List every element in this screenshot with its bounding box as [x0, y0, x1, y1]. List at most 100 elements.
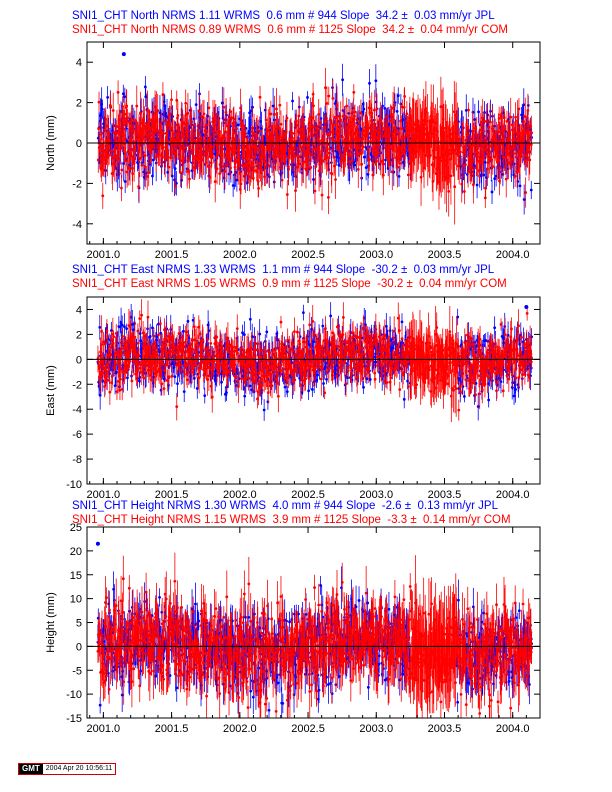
data-point [339, 118, 343, 122]
data-point [355, 118, 359, 122]
data-point [123, 159, 127, 163]
data-point [97, 100, 101, 104]
data-point [521, 144, 525, 148]
north-series-com [96, 67, 534, 225]
data-point [96, 158, 100, 162]
data-point [301, 138, 305, 142]
data-point [225, 163, 229, 167]
data-point [121, 92, 125, 96]
data-point [431, 120, 435, 124]
north-y-axis-label: North (mm) [45, 115, 57, 171]
data-point [215, 167, 219, 171]
data-point [123, 180, 127, 183]
data-point [204, 161, 208, 164]
data-point [125, 170, 129, 174]
y-tick-label: -4 [72, 219, 82, 231]
data-point [456, 121, 460, 125]
data-point [285, 193, 289, 196]
data-point [348, 160, 352, 164]
data-point [398, 153, 402, 157]
data-point [220, 380, 223, 384]
data-point [105, 124, 109, 128]
data-point [130, 323, 134, 326]
data-point [491, 127, 494, 130]
data-point [317, 112, 321, 116]
data-point [478, 128, 482, 132]
data-point [103, 161, 107, 165]
data-point [109, 105, 113, 108]
data-point [314, 165, 318, 169]
data-point [111, 171, 114, 175]
data-point [114, 167, 118, 170]
data-point [392, 148, 395, 152]
data-point [202, 112, 206, 116]
data-point [264, 161, 268, 165]
data-point [491, 165, 495, 168]
x-tick-label: 2002.5 [291, 249, 325, 261]
data-point [125, 327, 129, 331]
data-point [458, 150, 462, 154]
data-point [97, 127, 101, 131]
data-point [488, 120, 492, 124]
data-point [368, 158, 371, 161]
data-point [188, 177, 191, 181]
data-point [146, 146, 150, 150]
data-point [333, 115, 337, 119]
data-point [175, 98, 179, 102]
data-point [99, 153, 102, 156]
data-point [319, 117, 323, 120]
data-point [293, 154, 297, 158]
data-point [352, 131, 356, 135]
data-point [131, 172, 135, 176]
data-point [333, 102, 337, 105]
data-point [482, 156, 485, 160]
data-point [269, 112, 273, 116]
east-title-jpl: SNI1_CHT East NRMS 1.33 WRMS 1.1 mm # 94… [72, 264, 495, 276]
data-point [179, 171, 182, 174]
data-point [327, 94, 331, 98]
data-point [274, 150, 278, 154]
data-point [180, 159, 184, 163]
data-point [395, 109, 399, 113]
data-point [249, 109, 253, 113]
data-point [267, 164, 271, 168]
data-point [215, 130, 219, 134]
data-point [186, 111, 190, 115]
data-point [388, 144, 392, 148]
data-point [197, 153, 200, 157]
data-point [126, 165, 130, 169]
data-point [522, 198, 526, 201]
data-point [324, 120, 328, 124]
data-point [115, 124, 119, 128]
data-point [485, 176, 488, 180]
data-point [283, 385, 287, 389]
data-point [526, 109, 530, 112]
data-point [368, 106, 372, 110]
data-point [257, 162, 261, 165]
data-point [467, 108, 470, 112]
data-point [381, 104, 384, 108]
data-point [381, 173, 385, 177]
data-point [145, 175, 149, 178]
east-data [96, 299, 534, 423]
data-point [290, 361, 294, 365]
data-point [116, 154, 120, 158]
data-point [264, 118, 268, 122]
data-point [508, 148, 512, 151]
north-title-jpl: SNI1_CHT North NRMS 1.11 WRMS 0.6 mm # 9… [72, 10, 495, 22]
data-point [139, 339, 142, 343]
data-point [297, 162, 301, 166]
data-point [309, 166, 313, 169]
data-point [174, 184, 178, 188]
data-point [449, 174, 453, 178]
data-point [266, 173, 269, 177]
data-point [182, 390, 186, 394]
data-point [249, 139, 253, 143]
data-point [297, 114, 301, 118]
data-point [362, 107, 366, 111]
data-point [473, 138, 477, 142]
data-point [335, 104, 339, 107]
y-tick-label: 0 [76, 138, 82, 150]
data-point [378, 118, 382, 122]
data-point [509, 115, 513, 119]
